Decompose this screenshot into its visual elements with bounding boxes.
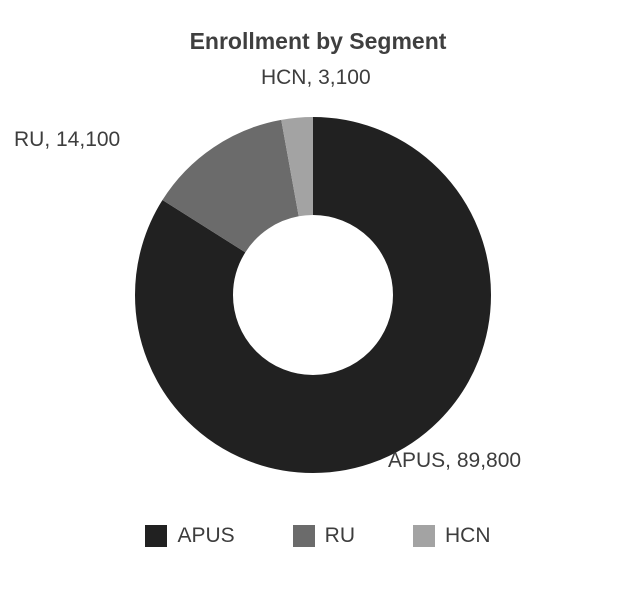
legend-label-ru: RU <box>324 524 356 547</box>
legend-item-hcn: HCN <box>413 524 491 548</box>
legend-swatch-apus <box>145 525 168 547</box>
donut-segment-hcn <box>135 117 491 473</box>
chart-legend: APUS RU HCN <box>0 524 636 548</box>
data-label-hcn: HCN, 3,100 <box>260 66 371 89</box>
legend-swatch-ru <box>292 525 315 547</box>
legend-swatch-hcn <box>413 525 436 547</box>
legend-label-apus: APUS <box>177 524 235 547</box>
donut-ring <box>135 117 491 473</box>
donut-plot-area <box>135 117 491 473</box>
legend-item-ru: RU <box>292 524 356 548</box>
data-label-apus: APUS, 89,800 <box>388 449 522 472</box>
chart-title: Enrollment by Segment <box>189 28 447 54</box>
legend-label-hcn: HCN <box>445 524 491 547</box>
legend-item-apus: APUS <box>145 524 235 548</box>
data-label-ru: RU, 14,100 <box>14 128 121 151</box>
